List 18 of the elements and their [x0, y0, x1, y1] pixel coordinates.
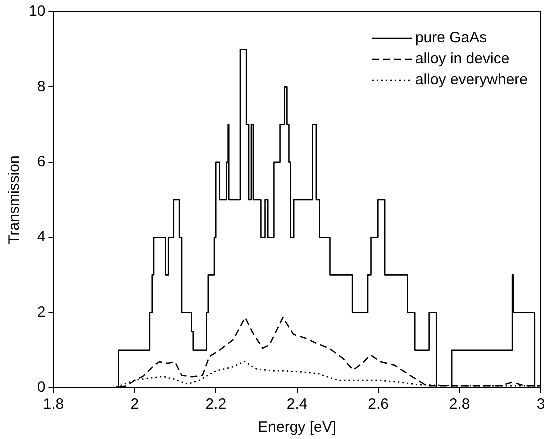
legend-label: alloy in device [415, 50, 510, 68]
legend-label: alloy everywhere [415, 72, 528, 89]
x-tick-label: 1.8 [43, 396, 64, 414]
y-tick-label: 10 [28, 3, 46, 20]
y-tick-label: 0 [37, 379, 46, 396]
y-tick-label: 8 [37, 78, 46, 96]
x-tick-label: 2.2 [206, 396, 227, 414]
legend-label: pure GaAs [415, 30, 488, 47]
y-axis-title: Transmission [6, 156, 24, 244]
y-tick-label: 4 [37, 228, 46, 246]
x-tick-label: 2.8 [449, 396, 470, 414]
x-tick-label: 2 [130, 396, 140, 414]
x-tick-label: 2.6 [368, 396, 389, 414]
y-tick-label: 2 [37, 304, 46, 321]
x-tick-label: 2.4 [286, 396, 308, 414]
x-axis-title: Energy [eV] [258, 419, 337, 436]
x-tick-label: 3 [536, 396, 546, 414]
y-tick-label: 6 [37, 154, 46, 171]
